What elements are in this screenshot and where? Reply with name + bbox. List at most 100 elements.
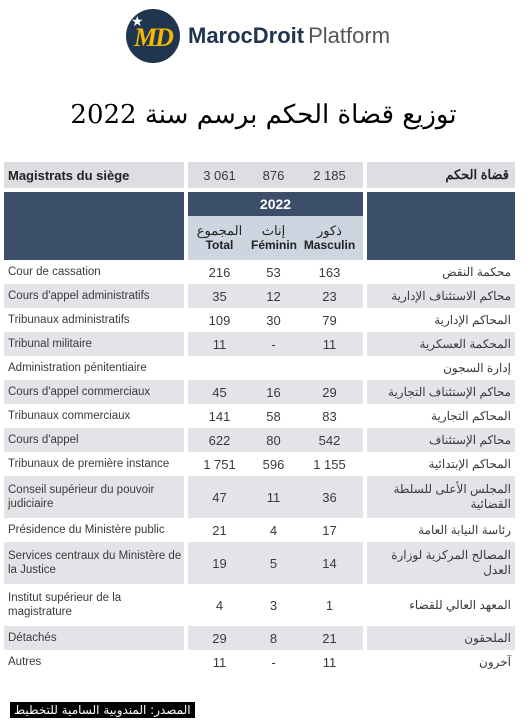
summary-label-ar: قضاة الحكم — [367, 162, 515, 188]
row-label-fr: Conseil supérieur du pouvoir judiciaire — [4, 476, 184, 518]
row-label-fr: Tribunal militaire — [4, 332, 184, 356]
cell-feminin: 58 — [266, 408, 281, 424]
row-label-fr: Services centraux du Ministère de la Jus… — [4, 542, 184, 584]
cell-masculin: 29 — [296, 380, 363, 404]
cell-total — [188, 356, 251, 380]
table-row: Tribunaux de première instance 1 751 596 1 … — [4, 452, 515, 476]
col-header-total: المجموع Total — [188, 216, 251, 260]
brand-name: MarocDroit Platform — [188, 23, 390, 49]
cell-total: 216 — [208, 264, 231, 280]
brand-header: ★ MD MarocDroit Platform — [126, 8, 390, 64]
row-label-ar: آخرون — [479, 654, 511, 669]
row-label-ar: الملحقون — [367, 626, 515, 650]
row-label-fr: Tribunaux administratifs — [8, 314, 130, 326]
cell-feminin: 4 — [269, 522, 278, 538]
cell-total: 11 — [188, 332, 251, 356]
row-label-fr: Présidence du Ministère public — [8, 524, 165, 536]
cell-feminin: 80 — [251, 428, 296, 452]
cell-total: 29 — [188, 626, 251, 650]
row-label-fr: Tribunaux commerciaux — [8, 410, 131, 422]
logo-letters: MD — [134, 23, 174, 52]
cell-masculin: 21 — [296, 626, 363, 650]
magistrates-table: Magistrats du siège 3 061 876 2 185 قضاة… — [4, 162, 515, 674]
cell-total: 4 — [215, 597, 224, 613]
row-label-ar: محاكم الإستئناف التجارية — [367, 380, 515, 404]
brand-light: Platform — [308, 23, 391, 48]
row-label-fr: Cours d'appel commerciaux — [4, 380, 184, 404]
table-row: Tribunaux administratifs 109 30 79 المحاكم ا… — [4, 308, 515, 332]
cell-total: 19 — [188, 542, 251, 584]
cell-total: 1 751 — [203, 456, 236, 472]
row-label-fr: Administration pénitentiaire — [8, 362, 147, 374]
row-label-fr: Institut supérieur de la magistrature — [8, 592, 122, 618]
row-label-ar: محاكم الاستئناف الإدارية — [367, 284, 515, 308]
cell-total: 35 — [188, 284, 251, 308]
row-label-fr: Cour de cassation — [8, 266, 101, 278]
logo: ★ MD — [126, 9, 180, 63]
cell-feminin: 11 — [251, 476, 296, 518]
table-row: Cours d'appel 622 80 542 محاكم الإستئناف — [4, 428, 515, 452]
summary-label-fr: Magistrats du siège — [4, 162, 184, 188]
row-label-fr: Cours d'appel administratifs — [4, 284, 184, 308]
row-label-ar: رئاسة النيابة العامة — [418, 522, 511, 537]
table-row: Tribunaux commerciaux 141 58 83 المحاكم التج… — [4, 404, 515, 428]
cell-feminin: - — [251, 332, 296, 356]
cell-feminin: 596 — [262, 456, 285, 472]
cell-masculin: 83 — [322, 408, 337, 424]
summary-feminin: 876 — [251, 162, 296, 188]
column-header-row: المجموع Total إناث Féminin ذكور Masculin — [4, 216, 515, 260]
cell-masculin: 11 — [296, 332, 363, 356]
cell-feminin: 5 — [251, 542, 296, 584]
cell-masculin: 79 — [322, 312, 337, 328]
cell-masculin: 11 — [322, 654, 337, 670]
cell-masculin: 163 — [318, 264, 341, 280]
year-header: 2022 — [188, 192, 363, 216]
table-row: Détachés 29 8 21 الملحقون — [4, 626, 515, 650]
cell-total: 109 — [208, 312, 231, 328]
page-title: توزيع قضاة الحكم برسم سنة 2022 — [70, 100, 457, 130]
summary-row: Magistrats du siège 3 061 876 2 185 قضاة… — [4, 162, 515, 188]
col-header-feminin: إناث Féminin — [251, 216, 297, 260]
cell-masculin: 542 — [296, 428, 363, 452]
cell-feminin: 8 — [251, 626, 296, 650]
cell-masculin: 1 155 — [313, 456, 346, 472]
row-label-fr: Tribunaux de première instance — [8, 458, 170, 470]
year-header-row: 2022 — [4, 192, 515, 216]
row-label-ar: المصالح المركزية لوزارة العدل — [367, 542, 515, 584]
table-row: Tribunal militaire 11-11 المحكمة العسكرية — [4, 332, 515, 356]
cell-feminin: 53 — [266, 264, 281, 280]
cell-feminin: 30 — [266, 312, 281, 328]
row-label-ar: محكمة النقض — [442, 264, 511, 279]
cell-masculin: 14 — [296, 542, 363, 584]
cell-masculin: 1 — [325, 597, 334, 613]
star-icon: ★ — [131, 14, 144, 30]
cell-total: 11 — [212, 654, 227, 670]
table-row: Services centraux du Ministère de la Jus… — [4, 542, 515, 584]
cell-feminin — [251, 356, 296, 380]
table-row: Administration pénitentiaire إدارة السجون — [4, 356, 515, 380]
summary-total: 3 061 — [188, 162, 251, 188]
cell-masculin: 17 — [322, 522, 337, 538]
row-label-ar: المحاكم الإدارية — [434, 312, 511, 327]
table-row: Cour de cassation 216 53 163 محكمة النقض — [4, 260, 515, 284]
cell-total: 141 — [208, 408, 231, 424]
row-label-ar: إدارة السجون — [443, 360, 511, 375]
row-label-ar: المحاكم الإبتدائية — [428, 456, 511, 471]
cell-total: 47 — [188, 476, 251, 518]
cell-feminin: 16 — [251, 380, 296, 404]
row-label-ar: المحاكم التجارية — [431, 408, 511, 423]
cell-feminin: - — [271, 654, 276, 670]
table-row: Cours d'appel commerciaux 45 16 29 محاكم الإ… — [4, 380, 515, 404]
cell-feminin: 12 — [251, 284, 296, 308]
cell-feminin: 3 — [269, 597, 278, 613]
table-row: Conseil supérieur du pouvoir judiciaire 4… — [4, 476, 515, 518]
row-label-fr: Autres — [8, 656, 42, 668]
row-label-fr: Détachés — [4, 626, 184, 650]
cell-total: 21 — [212, 522, 227, 538]
summary-masculin: 2 185 — [296, 162, 363, 188]
table-row: Présidence du Ministère public 21 4 17 رئاسة… — [4, 518, 515, 542]
table-row: Autres 11 - 11 آخرون — [4, 650, 515, 674]
col-header-masculin: ذكور Masculin — [296, 216, 363, 260]
brand-bold: MarocDroit — [188, 23, 305, 48]
cell-masculin: 36 — [296, 476, 363, 518]
